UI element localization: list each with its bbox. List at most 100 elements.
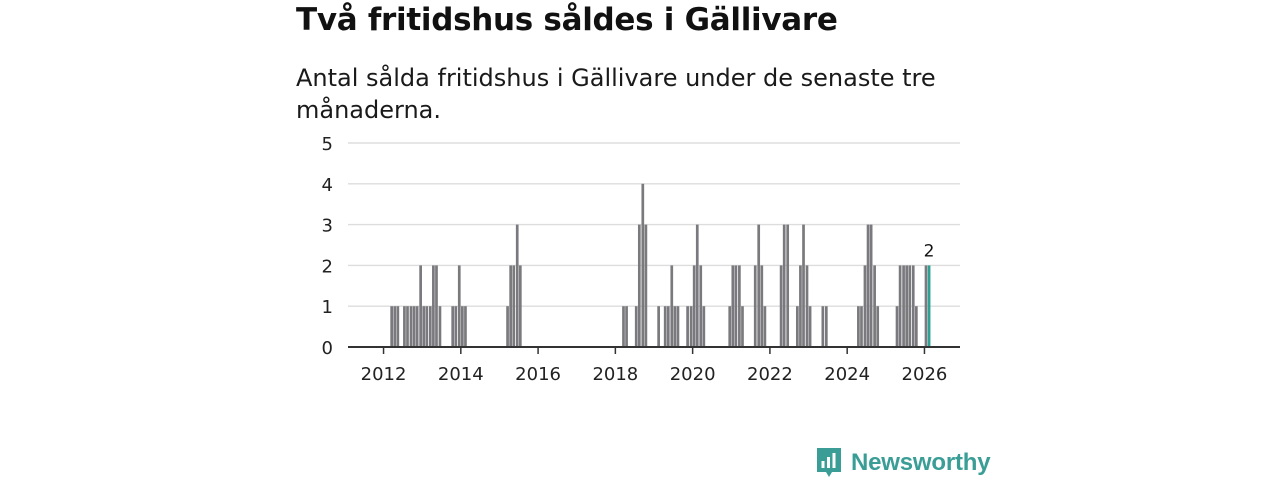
x-tick-label: 2018: [592, 364, 638, 385]
bar: [702, 306, 706, 347]
newsworthy-logo-icon: [817, 448, 841, 477]
bar: [866, 224, 870, 347]
brand-name: Newsworthy: [851, 449, 991, 476]
bar: [692, 265, 696, 347]
y-tick-label: 5: [322, 134, 333, 155]
bar-latest: [927, 265, 931, 347]
y-tick-label: 4: [322, 175, 333, 196]
bar: [686, 306, 689, 347]
bar: [451, 306, 455, 347]
bar: [914, 306, 918, 347]
bar: [763, 306, 767, 347]
bar: [802, 224, 805, 347]
x-tick-label: 2016: [515, 364, 561, 385]
bar: [738, 265, 741, 347]
bar: [902, 265, 905, 347]
chart-subtitle: Antal sålda fritidshus i Gällivare under…: [296, 64, 936, 124]
bar: [409, 306, 413, 347]
logo-bar-2: [827, 457, 830, 468]
bar: [390, 306, 394, 347]
x-tick-label: 2022: [747, 364, 793, 385]
bar: [760, 265, 764, 347]
bar: [657, 306, 660, 347]
x-tick-label: 2020: [670, 364, 716, 385]
bar: [731, 265, 735, 347]
bar: [905, 265, 909, 347]
bar: [821, 306, 825, 347]
x-tick-label: 2026: [902, 364, 948, 385]
y-tick-label: 3: [322, 216, 333, 237]
x-tick-label: 2014: [438, 364, 484, 385]
logo-bar-3: [832, 453, 836, 468]
bar: [412, 306, 416, 347]
y-tick-label: 0: [322, 338, 333, 359]
bar: [873, 265, 876, 347]
bar: [695, 224, 699, 347]
bar: [425, 306, 429, 347]
axes: [348, 346, 960, 354]
bar: [924, 265, 928, 347]
bar: [461, 306, 464, 347]
bar: [799, 265, 802, 347]
bar: [406, 306, 409, 347]
x-tick-label: 2024: [824, 364, 870, 385]
bar: [457, 265, 461, 347]
bar: [634, 306, 638, 347]
bar: [432, 265, 435, 347]
bar: [676, 306, 680, 347]
bar: [753, 265, 757, 347]
bar: [786, 224, 790, 347]
bar: [419, 265, 422, 347]
bar: [435, 265, 438, 347]
bar: [670, 265, 674, 347]
bar: [908, 265, 912, 347]
bar: [396, 306, 400, 347]
bar: [782, 224, 786, 347]
bar: [898, 265, 902, 347]
bar: [734, 265, 738, 347]
bar: [779, 265, 783, 347]
bar: [673, 306, 677, 347]
bar: [699, 265, 703, 347]
bar: [464, 306, 467, 347]
bar: [863, 265, 867, 347]
bar: [518, 265, 522, 347]
bar: [666, 306, 670, 347]
bar: [415, 306, 419, 347]
bar: [895, 306, 899, 347]
bar: [509, 265, 513, 347]
bar: [644, 224, 648, 347]
bar: [808, 306, 812, 347]
bar: [795, 306, 799, 347]
bar: [857, 306, 860, 347]
newsworthy-brand: Newsworthy: [815, 446, 991, 480]
bar: [876, 306, 880, 347]
x-tick-label: 2012: [361, 364, 407, 385]
tick-labels: 0 1 2 3 4 5 2 2012 2014 2016 2018 2020 2022 2024 2026: [322, 134, 948, 385]
latest-value-label: 2: [924, 241, 935, 261]
page-title: Två fritidshus såldes i Gällivare: [296, 2, 838, 38]
bar: [625, 306, 628, 347]
bar: [728, 306, 732, 347]
bar: [911, 265, 915, 347]
bar: [641, 183, 645, 347]
bar: [741, 306, 744, 347]
bar: [515, 224, 519, 347]
bar: [663, 306, 667, 347]
bar: [454, 306, 458, 347]
y-tick-label: 2: [322, 256, 333, 277]
bar: [393, 306, 397, 347]
bars-group: [390, 183, 931, 347]
bar: [805, 265, 809, 347]
bar: [512, 265, 516, 347]
bar: [428, 306, 432, 347]
bar: [403, 306, 406, 347]
bar: [637, 224, 641, 347]
bar: [860, 306, 863, 347]
y-tick-label: 1: [322, 297, 333, 318]
logo-bar-1: [821, 461, 825, 468]
bar: [824, 306, 828, 347]
bar: [869, 224, 873, 347]
bar: [438, 306, 442, 347]
